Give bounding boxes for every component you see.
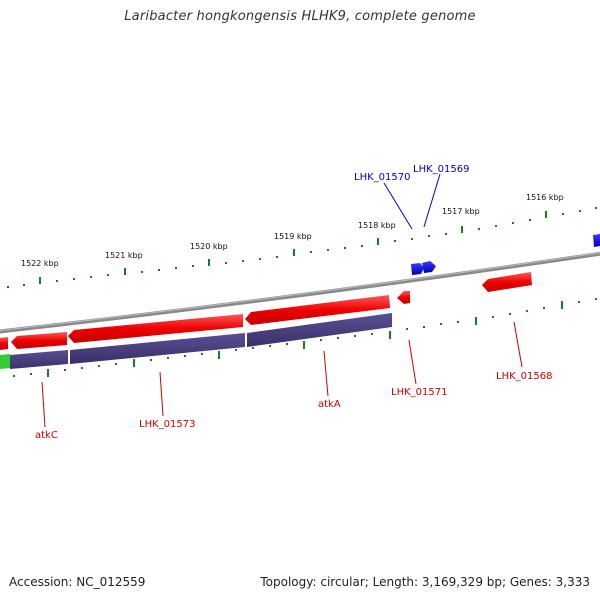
gene-LHK_01571[interactable] <box>397 291 410 304</box>
gene-label-LHK_01568: LHK_01568 <box>496 371 552 382</box>
green-feature[interactable] <box>0 354 10 369</box>
gene-label-LHK_01571: LHK_01571 <box>391 387 447 398</box>
forward-strand-genes <box>411 234 600 275</box>
gene-label-LHK_01569: LHK_01569 <box>413 164 469 175</box>
gene-atkA[interactable] <box>245 295 390 325</box>
cds-segment[interactable] <box>247 313 392 347</box>
genome-summary-text: Topology: circular; Length: 3,169,329 bp… <box>260 575 590 589</box>
map-title: Laribacter hongkongensis HLHK9, complete… <box>124 9 476 24</box>
kbp-label: 1517 kbp <box>442 207 480 216</box>
genome-backbone <box>0 251 600 334</box>
kbp-labels: 1522 kbp 1521 kbp 1520 kbp 1519 kbp 1518… <box>21 193 564 268</box>
gene-label-LHK_01573: LHK_01573 <box>139 419 195 430</box>
cds-segment[interactable] <box>70 333 245 364</box>
kbp-label: 1520 kbp <box>190 242 228 251</box>
genome-backbone-highlight <box>0 252 600 331</box>
inner-tick-row <box>13 298 597 377</box>
cds-segment[interactable] <box>10 350 68 369</box>
gene-label-atkC: atkC <box>35 430 58 441</box>
gene-edge-right[interactable] <box>593 234 600 247</box>
kbp-label: 1522 kbp <box>21 259 59 268</box>
leader-line <box>383 182 413 230</box>
leader-line <box>423 173 441 228</box>
accession-text: Accession: NC_012559 <box>9 575 146 589</box>
kbp-label: 1521 kbp <box>105 251 143 260</box>
gene-label-LHK_01570: LHK_01570 <box>354 172 410 183</box>
gene-label-atkA: atkA <box>318 399 341 410</box>
gene-LHK_01573[interactable] <box>68 314 243 343</box>
gene-LHK_01570[interactable] <box>411 263 424 275</box>
gene-atkC-fragment[interactable] <box>0 337 8 350</box>
gene-LHK_01569[interactable] <box>422 261 436 273</box>
leader-line <box>323 350 329 397</box>
reverse-strand-genes <box>0 272 532 350</box>
forward-labels: LHK_01570 LHK_01569 <box>354 164 469 230</box>
kbp-label: 1518 kbp <box>358 221 396 230</box>
kbp-label: 1516 kbp <box>526 193 564 202</box>
reverse-labels: atkC LHK_01573 atkA LHK_01571 LHK_01568 <box>35 321 552 441</box>
outer-tick-row <box>7 207 597 288</box>
leader-line <box>513 321 523 368</box>
leader-line <box>408 339 417 385</box>
leader-line <box>41 381 46 428</box>
cds-band <box>10 313 392 369</box>
gene-atkC[interactable] <box>11 332 67 349</box>
gene-LHK_01568[interactable] <box>482 272 532 292</box>
leader-line <box>159 371 164 417</box>
kbp-label: 1519 kbp <box>274 232 312 241</box>
